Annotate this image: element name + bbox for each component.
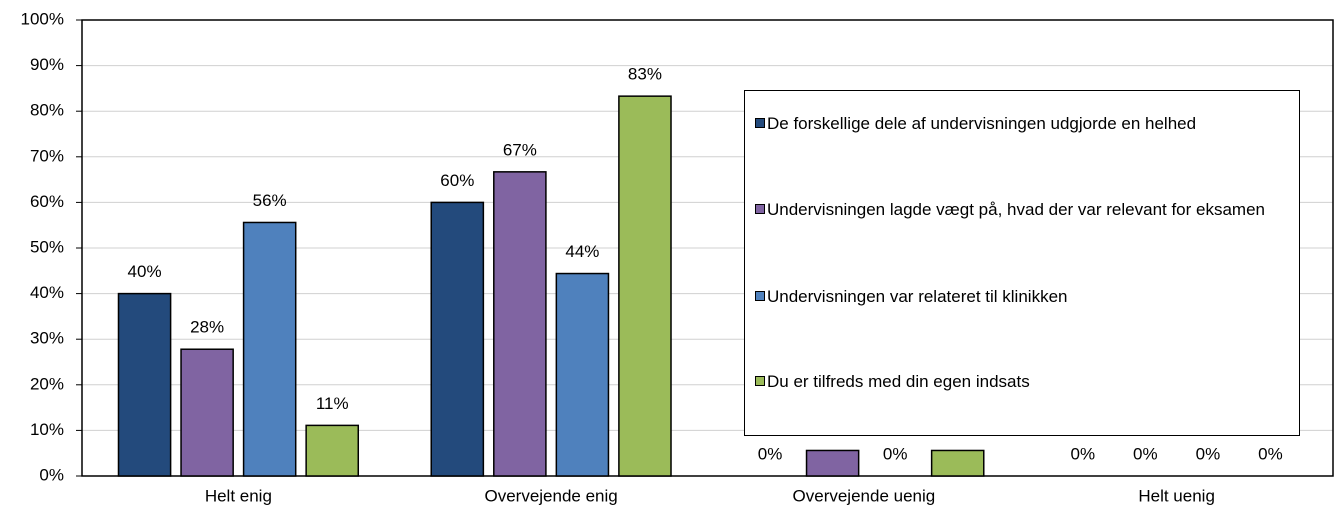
x-tick-label: Overvejende enig bbox=[484, 486, 617, 505]
y-tick-label: 30% bbox=[30, 329, 64, 348]
data-label: 67% bbox=[503, 140, 537, 159]
legend-entry: De forskellige dele af undervisningen ud… bbox=[755, 113, 1307, 135]
bar bbox=[180, 348, 234, 477]
legend-swatch bbox=[755, 118, 765, 128]
y-tick-label: 60% bbox=[30, 192, 64, 211]
y-tick-label: 20% bbox=[30, 374, 64, 393]
legend-entry: Undervisningen var relateret til klinikk… bbox=[755, 286, 1307, 308]
data-label: 0% bbox=[883, 444, 908, 463]
bar bbox=[805, 449, 860, 477]
data-label: 40% bbox=[128, 262, 162, 281]
data-label: 11% bbox=[316, 394, 349, 413]
legend-label: Du er tilfreds med din egen indsats bbox=[767, 372, 1030, 391]
bar bbox=[555, 272, 610, 477]
data-label: 0% bbox=[1071, 444, 1096, 463]
legend-swatch bbox=[755, 376, 765, 386]
data-label: 0% bbox=[1133, 444, 1158, 463]
bar bbox=[242, 221, 297, 477]
bar bbox=[430, 201, 485, 477]
data-label: 83% bbox=[628, 65, 662, 84]
bar bbox=[930, 449, 985, 477]
x-tick-label: Helt enig bbox=[205, 486, 272, 505]
bar bbox=[618, 95, 672, 477]
legend: De forskellige dele af undervisningen ud… bbox=[744, 90, 1300, 436]
legend-label: De forskellige dele af undervisningen ud… bbox=[767, 114, 1197, 133]
data-label: 0% bbox=[1258, 444, 1283, 463]
legend-label: Undervisningen var relateret til klinikk… bbox=[767, 287, 1068, 306]
y-tick-label: 10% bbox=[30, 420, 64, 439]
data-label: 28% bbox=[190, 318, 224, 337]
y-tick-label: 100% bbox=[21, 9, 64, 28]
x-tick-label: Helt uenig bbox=[1138, 486, 1215, 505]
y-tick-label: 0% bbox=[39, 465, 64, 484]
y-tick-label: 50% bbox=[30, 237, 64, 256]
bar bbox=[117, 292, 172, 477]
legend-label: Undervisningen lagde vægt på, hvad der v… bbox=[767, 200, 1266, 219]
legend-entry: Undervisningen lagde vægt på, hvad der v… bbox=[755, 199, 1307, 221]
plot-frame bbox=[81, 19, 1334, 477]
data-label: 56% bbox=[253, 191, 287, 210]
legend-swatch bbox=[755, 204, 765, 214]
legend-entry: Du er tilfreds med din egen indsats bbox=[755, 371, 1307, 393]
y-tick-label: 90% bbox=[30, 55, 64, 74]
data-label: 0% bbox=[1196, 444, 1221, 463]
x-tick-label: Overvejende uenig bbox=[793, 486, 936, 505]
y-tick-label: 70% bbox=[30, 146, 64, 165]
data-label: 60% bbox=[440, 171, 474, 190]
y-tick-label: 80% bbox=[30, 101, 64, 120]
data-label: 0% bbox=[758, 444, 783, 463]
data-label: 44% bbox=[565, 242, 599, 261]
y-tick-label: 40% bbox=[30, 283, 64, 302]
legend-swatch bbox=[755, 291, 765, 301]
bar bbox=[305, 424, 360, 477]
bar bbox=[493, 171, 547, 477]
